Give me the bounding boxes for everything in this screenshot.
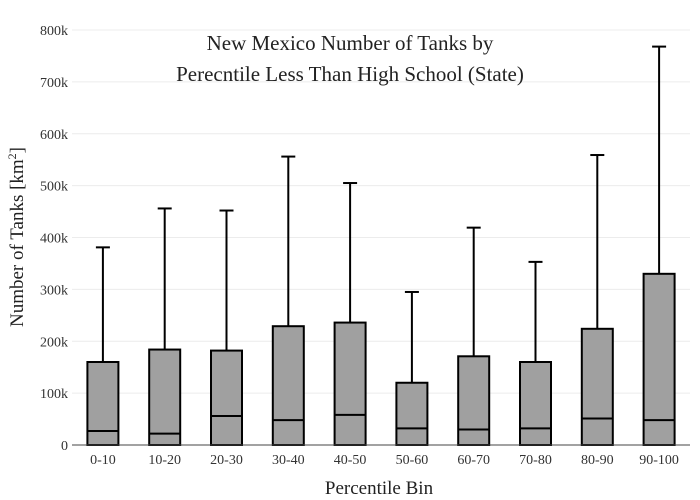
box-group: [642, 45, 676, 446]
x-tick-label: 60-70: [457, 453, 490, 468]
box-body: [148, 348, 182, 446]
box-group: [395, 290, 429, 446]
box-body: [271, 325, 305, 446]
x-tick-label: 40-50: [334, 453, 367, 468]
box-series: [86, 45, 676, 447]
y-tick-label: 600k: [40, 128, 68, 143]
box-body: [333, 321, 367, 447]
box-group: [519, 260, 552, 446]
y-axis-title-main: Number of Tanks [km: [7, 159, 28, 327]
box-group: [580, 154, 614, 446]
y-tick-label: 800k: [40, 24, 68, 39]
box-body: [86, 361, 120, 446]
chart-title-line-1: New Mexico Number of Tanks by: [207, 31, 494, 55]
y-tick-label: 200k: [40, 335, 68, 350]
box-group: [148, 207, 182, 446]
y-tick-label: 0: [61, 439, 68, 454]
x-tick-label: 0-10: [90, 453, 116, 468]
x-tick-label: 90-100: [639, 453, 679, 468]
y-tick-label: 700k: [40, 76, 68, 91]
y-axis-title-group: Number of Tanks [km2]: [5, 147, 28, 327]
y-tick-label: 300k: [40, 283, 68, 298]
chart-title-line-2: Perecntile Less Than High School (State): [176, 62, 524, 86]
box-body: [395, 381, 429, 446]
box-group: [271, 155, 305, 446]
grid-lines: [72, 29, 690, 394]
box-group: [86, 246, 120, 446]
x-axis-title: Percentile Bin: [325, 478, 434, 499]
y-tick-label: 100k: [40, 387, 68, 402]
x-tick-label: 70-80: [519, 453, 552, 468]
y-tick-label: 500k: [40, 180, 68, 195]
box-body: [210, 349, 243, 446]
y-axis-title-superscript: 2: [5, 153, 19, 159]
y-axis-title: Number of Tanks [km2]: [5, 147, 28, 327]
box-body: [519, 361, 552, 446]
box-body: [580, 327, 614, 446]
y-tick-label: 400k: [40, 232, 68, 247]
x-tick-label: 80-90: [581, 453, 614, 468]
x-tick-label: 50-60: [396, 453, 429, 468]
box-body: [457, 355, 491, 447]
box-group: [333, 182, 367, 447]
x-tick-label: 10-20: [148, 453, 181, 468]
box-group: [210, 209, 243, 446]
axes: 0 100k 200k 300k 400k 500k 600k 700k 800k 0-10 10-…: [40, 24, 690, 468]
y-axis-title-close: ]: [7, 147, 28, 153]
x-tick-label: 30-40: [272, 453, 305, 468]
box-group: [457, 226, 491, 447]
x-tick-label: 20-30: [210, 453, 243, 468]
box-body: [642, 272, 676, 446]
